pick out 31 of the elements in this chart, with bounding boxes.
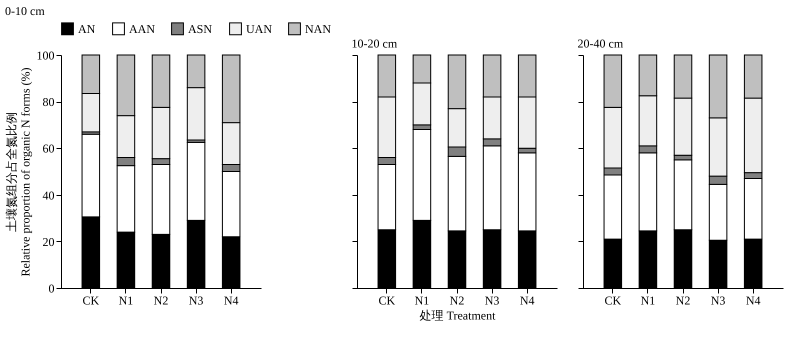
y-axis-title: 土壤氮组分占全氮比例 Relative proportion of organic N forms (%) (4, 67, 32, 277)
x-tick-label: N2 (154, 294, 168, 308)
y-tick-label: 80 (42, 95, 54, 110)
legend-label: AN (78, 22, 96, 36)
x-tick-label: N4 (746, 294, 761, 308)
legend-label: UAN (246, 22, 272, 36)
legend-label: AAN (129, 22, 156, 36)
y-tick-label: 40 (42, 188, 54, 202)
chart-title: 0-10 cm (5, 4, 46, 18)
y-tick-label: 0 (48, 282, 54, 296)
chart-title: 20-40 cm (578, 36, 624, 50)
x-tick-label: N3 (710, 294, 726, 308)
x-tick-label: N3 (188, 294, 204, 308)
x-tick-label: N4 (520, 294, 535, 308)
x-axis-title: 处理 Treatment (420, 308, 496, 322)
x-tick-label: N2 (450, 294, 464, 308)
x-tick-label: CK (378, 294, 396, 308)
y-tick-label: 60 (42, 142, 54, 156)
x-tick-label: N3 (484, 294, 500, 308)
x-tick-label: N1 (414, 294, 430, 308)
x-tick-label: N2 (676, 294, 690, 308)
chart-title: 10-20 cm (352, 36, 398, 50)
x-tick-label: N1 (640, 294, 656, 308)
x-tick-label: CK (82, 294, 100, 308)
y-tick-label: 20 (42, 234, 54, 249)
legend-label: ASN (188, 22, 212, 36)
y-tick-label: 100 (36, 48, 54, 62)
x-tick-label: N1 (118, 294, 134, 308)
x-tick-label: CK (604, 294, 622, 308)
legend-label: NAN (305, 22, 332, 36)
x-tick-label: N4 (224, 294, 239, 308)
